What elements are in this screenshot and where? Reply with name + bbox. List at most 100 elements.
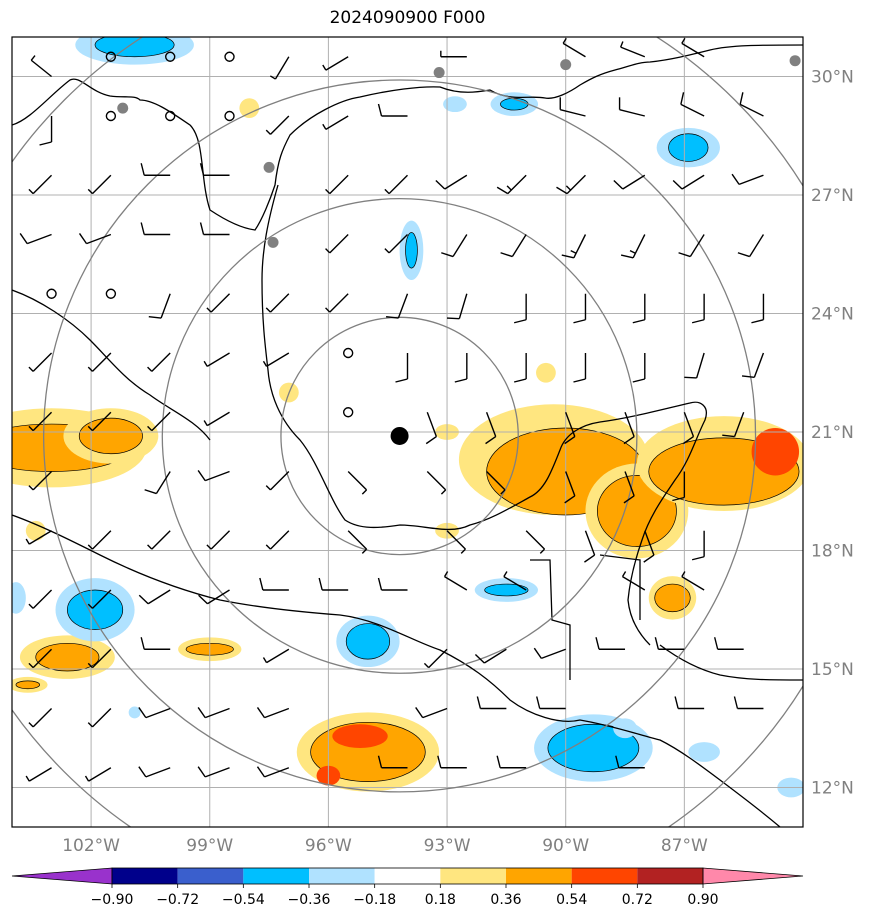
wind-barb — [446, 293, 468, 320]
colorbar-label: −0.18 — [353, 892, 396, 908]
wind-barb-flag — [78, 233, 88, 245]
wind-barb-flag — [496, 755, 501, 768]
wind-barb-shaft — [560, 109, 586, 117]
wind-barb — [562, 37, 586, 58]
wind-barb-flag — [256, 707, 266, 719]
wind-barb-shaft — [207, 589, 230, 605]
wind-barb — [691, 530, 705, 561]
contour-patch-neg2 — [668, 133, 709, 162]
wind-barb — [347, 471, 368, 495]
calm-wind-marker — [342, 407, 354, 418]
wind-barb-shaft — [264, 767, 290, 778]
wind-barb — [513, 293, 527, 324]
wind-barb-half-flag — [621, 571, 627, 577]
wind-barb — [618, 97, 645, 117]
wind-barb-flag — [536, 696, 541, 709]
baja-coast — [12, 289, 211, 441]
wind-barb-half-flag — [265, 129, 271, 135]
wind-barb-shaft — [426, 471, 447, 491]
wind-barb — [140, 637, 171, 650]
wind-barb-shaft — [565, 471, 576, 497]
wind-barb — [87, 411, 112, 432]
wind-barb-shaft — [444, 576, 468, 591]
wind-barb-shaft — [266, 352, 290, 367]
wind-barb — [87, 352, 112, 372]
wind-barb-shaft — [503, 576, 527, 591]
wind-barb-half-flag — [203, 360, 208, 367]
wind-barb — [620, 41, 646, 58]
wind-barb — [199, 222, 230, 236]
wind-barb-shaft — [511, 234, 527, 257]
wind-barb — [265, 471, 290, 491]
wind-barb-flag — [138, 766, 147, 778]
wind-barb — [476, 696, 507, 710]
wind-barb — [500, 234, 527, 258]
lat-label-12: 12°N — [811, 779, 854, 799]
contour-patch-neg2 — [67, 589, 124, 630]
wind-barb — [384, 174, 408, 195]
wind-barb-shaft — [446, 530, 466, 550]
wind-barb — [39, 116, 53, 146]
wind-barb-flag — [733, 696, 739, 709]
wind-barb — [147, 352, 171, 372]
wind-barb-shaft — [444, 174, 468, 190]
wind-barb-flag — [199, 222, 205, 235]
wind-barb-half-flag — [384, 248, 390, 254]
wind-barb-flag — [620, 254, 634, 259]
wind-barb — [615, 755, 645, 769]
colorbar-label: −0.36 — [288, 892, 331, 908]
colorbar-segment — [506, 868, 572, 884]
wind-barb-flag — [377, 103, 383, 117]
wind-barb — [28, 589, 53, 609]
wind-barb — [325, 293, 349, 313]
wind-barb — [197, 766, 230, 778]
wind-barb — [87, 530, 112, 550]
wind-barb-flag — [259, 577, 264, 591]
wind-barb — [621, 571, 646, 591]
wind-barb-half-flag — [87, 722, 93, 728]
range-ring — [42, 79, 757, 793]
colorbar-segment — [440, 868, 506, 884]
wind-barb — [325, 174, 349, 195]
wind-barb-shaft — [145, 767, 171, 778]
wind-barb-shaft — [681, 174, 705, 190]
wind-barb-flag — [737, 252, 750, 258]
wind-barb — [437, 755, 467, 769]
map-frame — [11, 36, 804, 828]
wind-barb-half-flag — [681, 571, 686, 577]
wind-barb-half-flag — [265, 485, 271, 491]
wind-barb-flag — [741, 375, 755, 379]
wind-barb-flag — [564, 436, 576, 445]
wind-barb — [265, 293, 290, 313]
colorbar-extend-high — [702, 867, 804, 885]
station-marker — [263, 161, 275, 173]
wind-barb — [672, 471, 686, 502]
wind-barb-shaft — [624, 471, 635, 497]
wind-barb — [140, 163, 171, 176]
wind-barb-shaft — [458, 293, 468, 319]
wind-barb-shaft — [32, 648, 53, 669]
wind-barb-shaft — [695, 352, 705, 379]
wind-barb-half-flag — [384, 188, 390, 195]
wind-barb-half-flag — [28, 603, 34, 609]
wind-barb — [377, 755, 408, 769]
gulf-coastline — [12, 44, 803, 231]
wind-barb-half-flag — [322, 64, 327, 71]
wind-barb-half-flag — [203, 420, 208, 426]
wind-barb-shaft — [86, 233, 112, 245]
wind-barb-flag — [654, 637, 660, 650]
wind-barb-flag — [513, 319, 527, 324]
lon-label-87: 87°W — [661, 836, 708, 856]
contour-patch-neg2 — [405, 232, 418, 269]
wind-barb-flag — [613, 179, 624, 190]
wind-barb — [28, 648, 53, 669]
contour-patch-pos3 — [751, 428, 800, 476]
wind-barb — [203, 352, 230, 367]
wind-barb-shaft — [619, 109, 645, 117]
wind-barb — [496, 755, 527, 769]
wind-barb-half-flag — [25, 775, 30, 782]
wind-barb — [318, 577, 349, 591]
wind-barb-flag — [672, 179, 683, 190]
wind-barb-flag — [386, 315, 399, 319]
wind-barb — [485, 412, 497, 445]
